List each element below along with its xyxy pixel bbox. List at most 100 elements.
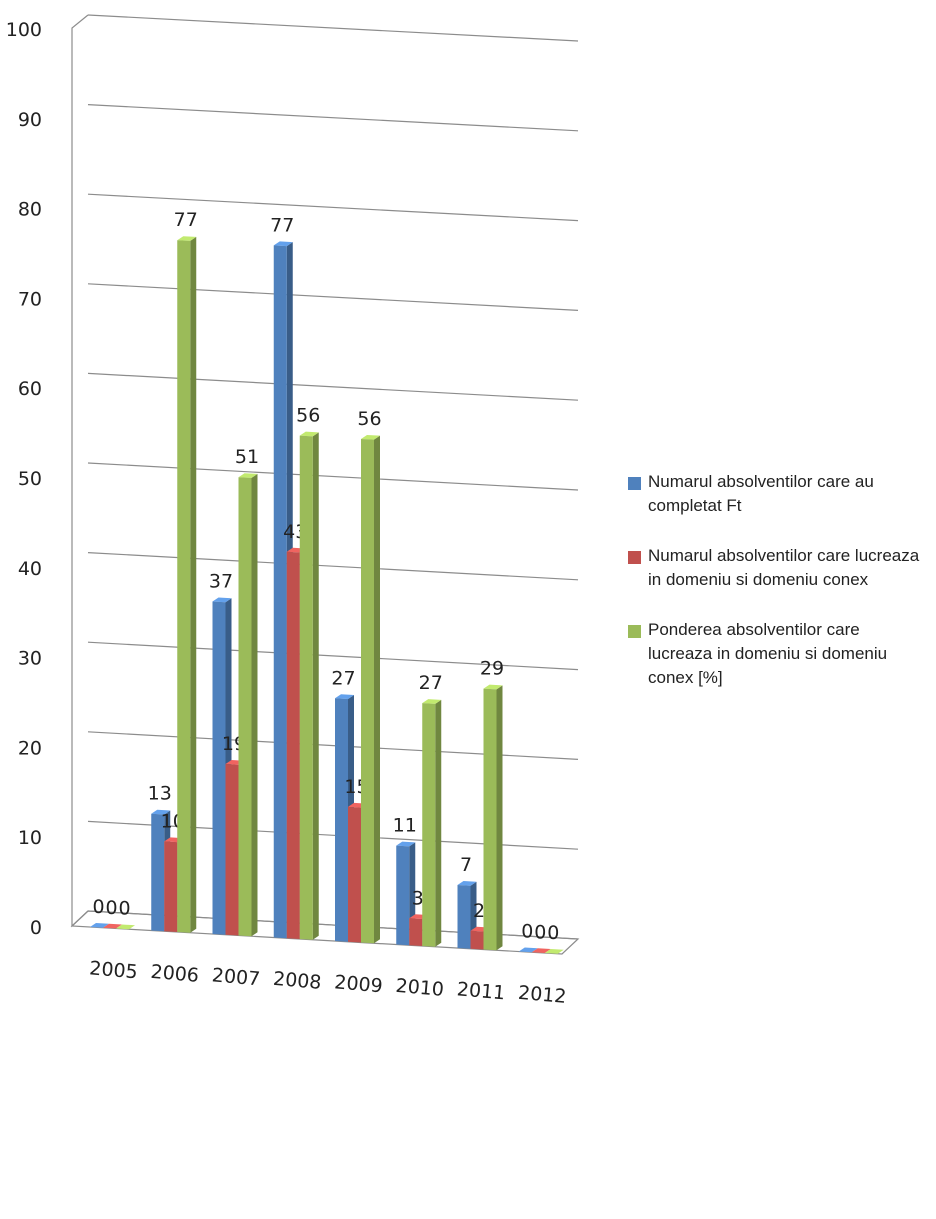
data-label: 27 bbox=[331, 667, 355, 689]
bar-top bbox=[212, 597, 232, 603]
data-label: 0 bbox=[105, 897, 117, 919]
bar bbox=[299, 435, 313, 940]
bar-top bbox=[457, 881, 477, 886]
data-label: 56 bbox=[357, 408, 381, 430]
bar bbox=[335, 698, 348, 942]
y-tick-label: 60 bbox=[18, 378, 42, 400]
bar bbox=[361, 438, 374, 944]
bar-side bbox=[312, 432, 319, 940]
y-tick-label: 20 bbox=[18, 737, 42, 759]
bar-top bbox=[273, 241, 293, 247]
x-tick-label: 2012 bbox=[517, 982, 567, 1008]
bar bbox=[483, 688, 497, 951]
side-wall bbox=[71, 14, 89, 928]
bar-top bbox=[177, 236, 197, 241]
legend-label-series-2: Numarul absolventilor care lucreaza in d… bbox=[648, 546, 920, 589]
x-tick-label: 2006 bbox=[150, 961, 200, 987]
chart-legend: Numarul absolventilor care au completat … bbox=[628, 470, 928, 716]
gridline bbox=[87, 104, 579, 132]
gridline bbox=[87, 731, 579, 760]
bar-top bbox=[299, 431, 319, 437]
legend-label-series-3: Ponderea absolventilor care lucreaza in … bbox=[648, 620, 888, 687]
legend-swatch-series-3 bbox=[628, 625, 641, 638]
bar bbox=[470, 930, 484, 950]
bar-side bbox=[190, 236, 197, 933]
data-label: 29 bbox=[480, 658, 504, 680]
bar bbox=[151, 813, 165, 932]
x-tick-label: 2005 bbox=[88, 957, 138, 983]
data-label: 3 bbox=[412, 887, 424, 909]
gridline bbox=[87, 552, 579, 581]
data-label: 11 bbox=[393, 815, 417, 837]
bar bbox=[273, 245, 287, 939]
data-label: 13 bbox=[148, 783, 172, 805]
legend-item-series-3: Ponderea absolventilor care lucreaza in … bbox=[628, 618, 928, 690]
bar bbox=[348, 806, 361, 943]
data-label: 0 bbox=[521, 921, 533, 943]
y-tick-label: 100 bbox=[6, 19, 42, 41]
y-tick-label: 70 bbox=[18, 288, 42, 310]
bar bbox=[396, 845, 410, 946]
bar-top bbox=[544, 949, 564, 954]
bar bbox=[164, 841, 178, 933]
bar-top bbox=[518, 947, 538, 953]
legend-swatch-series-2 bbox=[628, 551, 641, 564]
data-label: 27 bbox=[419, 672, 443, 694]
data-label: 51 bbox=[235, 446, 259, 468]
bar-side bbox=[496, 685, 503, 951]
bar bbox=[422, 703, 436, 947]
x-tick-label: 2008 bbox=[272, 968, 322, 994]
x-tick-label: 2007 bbox=[211, 964, 261, 990]
bar-side bbox=[435, 699, 442, 947]
legend-item-series-2: Numarul absolventilor care lucreaza in d… bbox=[628, 544, 928, 592]
bar-top bbox=[238, 473, 258, 478]
gridline bbox=[87, 462, 579, 491]
data-label: 0 bbox=[534, 921, 546, 943]
y-tick-label: 90 bbox=[18, 109, 42, 131]
data-label: 56 bbox=[296, 405, 320, 427]
gridline bbox=[87, 14, 579, 42]
bar-top bbox=[103, 923, 122, 929]
gridline bbox=[87, 283, 579, 311]
data-label: 77 bbox=[270, 214, 294, 236]
bar-side bbox=[374, 435, 380, 944]
gridline bbox=[87, 641, 579, 671]
bar-top bbox=[531, 948, 551, 954]
y-tick-label: 50 bbox=[18, 468, 42, 490]
legend-swatch-series-1 bbox=[628, 477, 641, 490]
data-label: 2 bbox=[473, 900, 485, 922]
bar bbox=[238, 477, 252, 937]
bar-top bbox=[361, 434, 380, 440]
legend-label-series-1: Numarul absolventilor care au completat … bbox=[648, 472, 874, 515]
data-label: 37 bbox=[209, 571, 233, 593]
bar-top bbox=[116, 924, 135, 930]
y-tick-label: 0 bbox=[30, 917, 42, 939]
bar bbox=[225, 764, 239, 936]
gridline bbox=[87, 372, 579, 401]
data-label: 7 bbox=[460, 854, 472, 876]
bar-top bbox=[90, 923, 109, 928]
x-tick-label: 2010 bbox=[395, 975, 445, 1001]
bar bbox=[457, 885, 471, 949]
bar-top bbox=[335, 694, 354, 700]
data-label: 0 bbox=[92, 896, 104, 918]
y-tick-label: 10 bbox=[18, 827, 42, 849]
bar-side bbox=[251, 473, 258, 937]
x-tick-label: 2009 bbox=[333, 971, 383, 997]
y-tick-label: 40 bbox=[18, 558, 42, 580]
bar-top bbox=[396, 841, 416, 847]
bar bbox=[286, 551, 300, 940]
bar bbox=[177, 240, 191, 933]
data-label: 77 bbox=[174, 209, 198, 231]
bar-top bbox=[422, 699, 442, 704]
y-tick-label: 80 bbox=[18, 199, 42, 221]
gridline bbox=[87, 193, 579, 222]
bar bbox=[212, 601, 226, 935]
x-tick-label: 2011 bbox=[456, 978, 506, 1004]
bar-top bbox=[483, 684, 503, 690]
data-label: 0 bbox=[118, 898, 130, 920]
bar bbox=[409, 918, 423, 947]
legend-item-series-1: Numarul absolventilor care au completat … bbox=[628, 470, 928, 518]
bar-top bbox=[151, 809, 171, 815]
